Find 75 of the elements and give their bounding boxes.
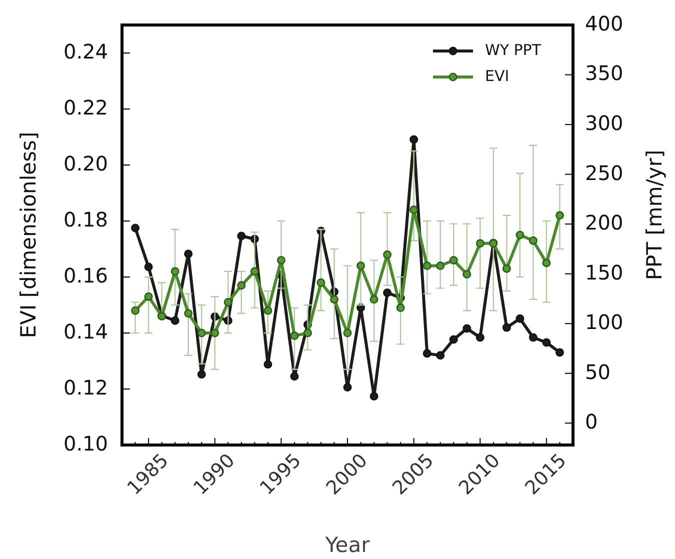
point: [528, 236, 538, 245]
legend-label: WY PPT: [485, 41, 542, 60]
point: [528, 333, 538, 342]
point: [383, 250, 392, 259]
point: [197, 370, 206, 379]
point: [502, 264, 511, 273]
point: [370, 295, 378, 304]
point: [383, 288, 392, 297]
y2-axis-title: PPT [mm/yr]: [642, 150, 667, 280]
y2-tick-label: 350: [585, 61, 624, 86]
point: [542, 258, 551, 268]
point: [502, 323, 511, 332]
y-tick-label: 0.12: [63, 375, 108, 400]
y-tick-label: 0.22: [63, 95, 108, 120]
y-tick-label: 0.20: [63, 151, 108, 176]
point: [290, 332, 299, 340]
point: [436, 351, 445, 360]
point: [131, 306, 140, 315]
point: [410, 206, 418, 214]
point: [476, 239, 484, 248]
y2-tick-label: 200: [585, 210, 624, 235]
point: [276, 256, 286, 264]
point: [422, 262, 432, 270]
y2-tick-label: 250: [585, 160, 624, 185]
point: [449, 256, 458, 264]
point: [516, 230, 524, 240]
point: [224, 298, 232, 306]
point: [396, 304, 405, 312]
point: [184, 309, 193, 318]
y2-tick-label: 400: [585, 11, 624, 36]
point: [436, 262, 445, 270]
point: [210, 328, 220, 338]
point: [144, 292, 153, 301]
point: [356, 262, 366, 270]
point: [542, 338, 551, 347]
point: [250, 267, 259, 276]
y-tick-label: 0.18: [63, 207, 108, 232]
y-tick-label: 0.14: [63, 319, 108, 344]
point: [131, 224, 140, 232]
point: [170, 316, 180, 325]
point: [422, 349, 432, 358]
y2-tick-label: 0: [585, 410, 598, 434]
y-tick-label: 0.10: [63, 431, 108, 456]
point: [449, 335, 458, 344]
point: [290, 372, 299, 381]
y2-tick-label: 300: [585, 110, 624, 135]
point: [330, 295, 338, 304]
point: [462, 270, 472, 278]
point: [264, 360, 272, 369]
point: [264, 306, 272, 315]
point: [343, 383, 352, 392]
y2-tick-label: 100: [585, 310, 624, 334]
point: [237, 281, 246, 290]
point: [476, 333, 484, 342]
point: [197, 328, 206, 338]
y-tick-label: 0.24: [63, 39, 108, 64]
point: [516, 314, 524, 323]
point: [555, 348, 564, 357]
y-axis-title: EVI [dimensionless]: [16, 132, 41, 338]
legend-label: EVI: [485, 67, 510, 86]
point: [237, 232, 246, 240]
point: [555, 211, 564, 220]
point: [370, 392, 378, 400]
point: [462, 324, 472, 333]
point: [303, 328, 312, 338]
point: [343, 328, 352, 338]
point: [144, 262, 153, 272]
point: [170, 267, 180, 276]
x-axis-title: Year: [324, 533, 370, 557]
point: [410, 135, 418, 144]
y2-tick-label: 50: [585, 360, 610, 384]
point: [184, 250, 193, 258]
point: [316, 278, 326, 287]
y2-tick-label: 150: [585, 260, 624, 284]
y-tick-label: 0.16: [63, 263, 108, 288]
